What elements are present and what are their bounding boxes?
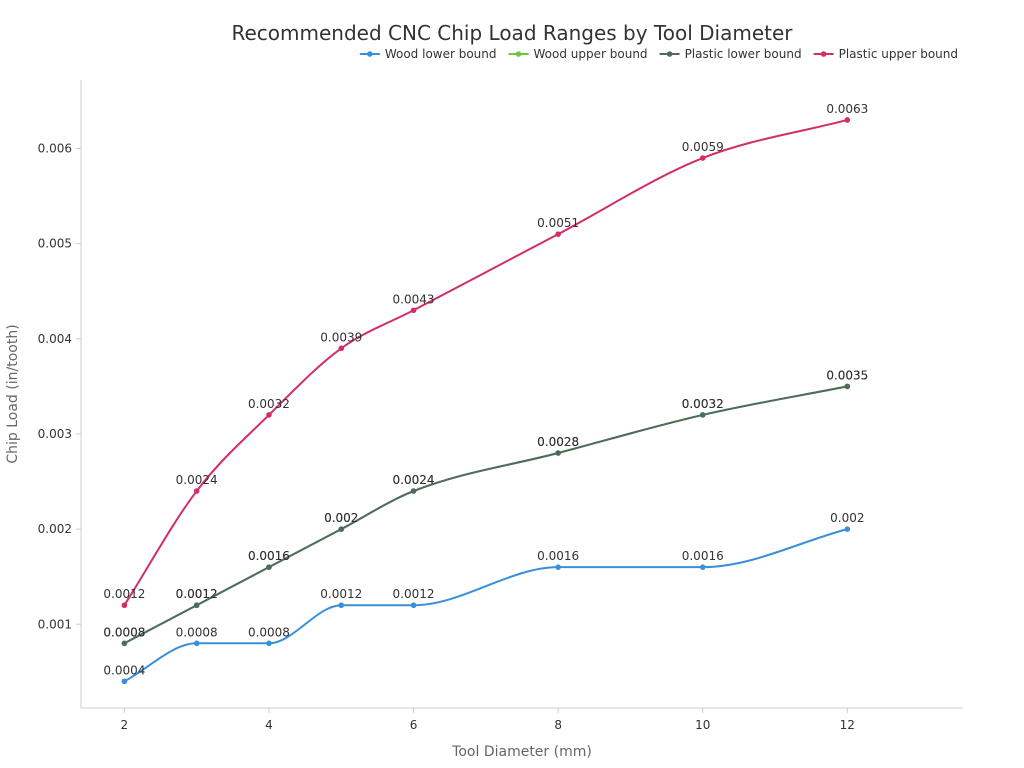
x-tick-label: 12 [840, 718, 855, 732]
data-point [338, 526, 345, 532]
x-tick-label: 2 [121, 718, 129, 732]
legend-label: Wood lower bound [385, 47, 497, 61]
data-point [555, 450, 561, 456]
y-tick-label: 0.006 [38, 142, 72, 156]
legend-item: Wood upper bound [508, 47, 648, 61]
legend-item: Plastic upper bound [813, 47, 958, 61]
data-label: 0.0024 [176, 473, 218, 487]
data-label: 0.0024 [393, 473, 435, 487]
data-label: 0.0012 [393, 587, 435, 601]
data-point [193, 640, 200, 647]
axes [80, 80, 963, 709]
data-label: 0.0016 [682, 549, 724, 563]
y-tick-label: 0.005 [38, 237, 72, 251]
data-label: 0.0024 [393, 473, 435, 487]
data-label: 0.0016 [248, 549, 290, 563]
data-label: 0.002 [324, 511, 358, 525]
y-tick-label: 0.003 [38, 427, 72, 441]
data-label: 0.0012 [320, 587, 362, 601]
x-tick-label: 10 [695, 718, 710, 732]
data-label: 0.0016 [537, 549, 579, 563]
data-point [338, 345, 345, 352]
data-label: 0.0035 [826, 368, 868, 382]
data-label: 0.0016 [248, 549, 290, 563]
data-point [844, 383, 851, 390]
data-label: 0.0008 [176, 625, 218, 639]
y-tick-label: 0.004 [38, 332, 72, 346]
data-label: 0.0008 [248, 625, 290, 639]
data-label: 0.002 [830, 511, 864, 525]
data-point [266, 412, 272, 418]
data-point [410, 488, 417, 494]
data-label: 0.0012 [103, 587, 145, 601]
data-label: 0.0028 [537, 435, 579, 449]
data-point [121, 602, 128, 609]
data-label: 0.0028 [537, 435, 579, 449]
x-ticks: 2 4 6 8 10 12 [121, 708, 855, 732]
series-line-plastic-lower-bound [123, 385, 848, 645]
data-point [266, 640, 272, 647]
x-tick-label: 8 [554, 718, 562, 732]
data-label: 0.0012 [176, 587, 218, 601]
data-point [699, 412, 706, 418]
data-point [555, 564, 561, 570]
data-label: 0.0032 [248, 397, 290, 411]
series-line-plastic-upper-bound [123, 118, 848, 606]
series-plastic-lower-bound: 0.0008 0.0012 0.0016 0.002 0.0024 0.0028 0.003… [103, 368, 868, 647]
data-point [844, 526, 851, 532]
legend-label: Plastic upper bound [839, 47, 958, 61]
legend-marker [666, 51, 673, 57]
data-label: 0.0032 [682, 397, 724, 411]
data-point [338, 602, 345, 609]
y-tick-label: 0.001 [38, 617, 72, 631]
legend-marker [515, 51, 522, 57]
data-label: 0.0008 [103, 625, 145, 639]
data-point [266, 564, 272, 570]
legend-item: Plastic lower bound [659, 47, 802, 61]
data-label: 0.0039 [320, 330, 362, 344]
data-label: 0.0004 [103, 663, 145, 677]
legend-label: Wood upper bound [534, 47, 648, 61]
data-point [699, 155, 706, 161]
legend-marker [820, 51, 827, 57]
data-label: 0.0008 [103, 625, 145, 639]
x-axis-label: Tool Diameter (mm) [451, 744, 592, 760]
series-wood-upper-bound: 0.0008 0.0012 0.0016 0.002 0.0024 0.0028 0.003… [103, 368, 868, 647]
series-line-wood-upper-bound [123, 385, 848, 645]
chart-title: Recommended CNC Chip Load Ranges by Tool… [232, 21, 794, 45]
data-point [410, 602, 417, 609]
y-ticks: 0.001 0.002 0.003 0.004 0.005 0.006 [38, 142, 81, 631]
data-point [193, 602, 200, 609]
data-point [699, 564, 706, 570]
series-plastic-upper-bound: 0.0012 0.0024 0.0032 0.0039 0.0043 0.0051 0.00… [103, 102, 868, 609]
data-point [844, 117, 851, 123]
x-tick-label: 4 [265, 718, 273, 732]
data-point [410, 307, 417, 314]
legend-item: Wood lower bound [359, 47, 497, 61]
legend-marker [367, 51, 373, 57]
data-point [193, 488, 200, 494]
data-label: 0.0051 [537, 216, 579, 230]
data-point [121, 678, 128, 685]
legend-label: Plastic lower bound [685, 47, 802, 61]
x-tick-label: 6 [410, 718, 418, 732]
data-label: 0.0012 [176, 587, 218, 601]
data-label: 0.0059 [682, 140, 724, 154]
data-label: 0.002 [324, 511, 358, 525]
data-point [555, 231, 561, 237]
data-label: 0.0063 [826, 102, 868, 116]
data-label: 0.0035 [826, 368, 868, 382]
series-wood-lower-bound: 0.0004 0.0008 0.0008 0.0012 0.0012 0.0016 0.00… [103, 511, 865, 685]
data-point [121, 640, 128, 647]
data-label: 0.0043 [393, 292, 435, 306]
y-tick-label: 0.002 [38, 522, 72, 536]
data-label: 0.0032 [682, 397, 724, 411]
legend: Wood lower bound Wood upper bound Plastic … [359, 47, 958, 61]
y-axis-label: Chip Load (in/tooth) [5, 324, 21, 463]
series-line-wood-lower-bound [123, 528, 848, 683]
